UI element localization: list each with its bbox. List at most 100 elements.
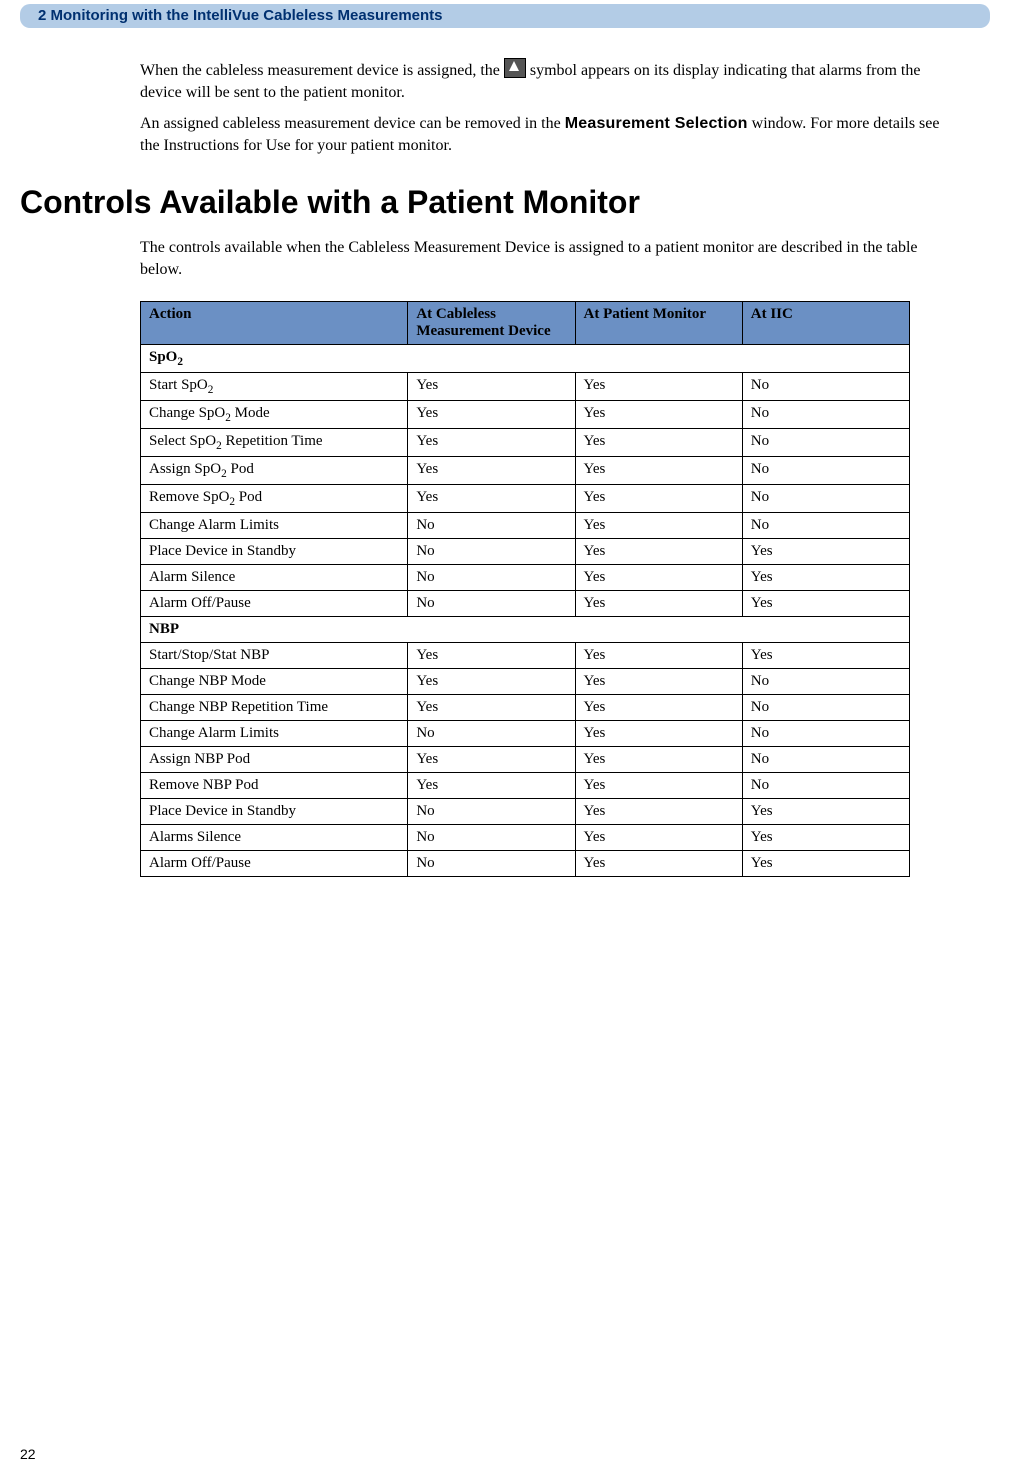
cell-monitor: Yes [575,456,742,484]
cell-iic: No [742,372,909,400]
cell-cableless: Yes [408,668,575,694]
cell-monitor: Yes [575,538,742,564]
chapter-title: 2 Monitoring with the IntelliVue Cablele… [38,7,443,24]
table-row: Start/Stop/Stat NBPYesYesYes [141,642,910,668]
table-row: Alarm SilenceNoYesYes [141,564,910,590]
cell-cableless: No [408,824,575,850]
cell-monitor: Yes [575,668,742,694]
col-iic-header: At IIC [742,301,909,344]
cell-monitor: Yes [575,720,742,746]
cell-cableless: Yes [408,484,575,512]
cell-monitor: Yes [575,798,742,824]
cell-action: Start/Stop/Stat NBP [141,642,408,668]
table-row: Change Alarm LimitsNoYesNo [141,512,910,538]
cell-action: Change NBP Repetition Time [141,694,408,720]
alarm-symbol-icon [504,58,526,78]
group-title-cell: SpO2 [141,344,910,372]
table-row: Assign NBP PodYesYesNo [141,746,910,772]
cell-monitor: Yes [575,564,742,590]
cell-iic: Yes [742,824,909,850]
group-title-cell: NBP [141,616,910,642]
cell-action: Change Alarm Limits [141,512,408,538]
cell-monitor: Yes [575,850,742,876]
table-row: Remove NBP PodYesYesNo [141,772,910,798]
cell-monitor: Yes [575,428,742,456]
cell-cableless: No [408,512,575,538]
table-body: SpO2Start SpO2YesYesNoChange SpO2 ModeYe… [141,344,910,876]
cell-action: Change SpO2 Mode [141,400,408,428]
cell-iic: No [742,400,909,428]
intro-p1a: When the cableless measurement device is… [140,62,504,79]
table-row: Remove SpO2 PodYesYesNo [141,484,910,512]
table-row: Alarm Off/PauseNoYesYes [141,590,910,616]
cell-iic: No [742,484,909,512]
cell-iic: Yes [742,538,909,564]
cell-iic: No [742,720,909,746]
table-row: Assign SpO2 PodYesYesNo [141,456,910,484]
cell-iic: Yes [742,564,909,590]
cell-action: Remove NBP Pod [141,772,408,798]
cell-cableless: Yes [408,456,575,484]
cell-monitor: Yes [575,642,742,668]
measurement-selection-label: Measurement Selection [565,115,748,132]
section-intro-text: The controls available when the Cableles… [140,237,960,280]
table-row: Change NBP ModeYesYesNo [141,668,910,694]
table-row: Alarm Off/PauseNoYesYes [141,850,910,876]
table-row: Change SpO2 ModeYesYesNo [141,400,910,428]
cell-iic: Yes [742,590,909,616]
cell-iic: No [742,668,909,694]
cell-iic: No [742,428,909,456]
cell-monitor: Yes [575,694,742,720]
cell-action: Assign NBP Pod [141,746,408,772]
table-group-row: SpO2 [141,344,910,372]
cell-cableless: No [408,564,575,590]
cell-iic: No [742,694,909,720]
controls-table: Action At Cableless Measurement Device A… [140,301,910,877]
cell-monitor: Yes [575,824,742,850]
table-header-row: Action At Cableless Measurement Device A… [141,301,910,344]
cell-monitor: Yes [575,590,742,616]
cell-cableless: No [408,720,575,746]
col-monitor-header: At Patient Monitor [575,301,742,344]
cell-action: Alarm Off/Pause [141,590,408,616]
cell-iic: Yes [742,850,909,876]
table-group-row: NBP [141,616,910,642]
table-row: Select SpO2 Repetition TimeYesYesNo [141,428,910,456]
table-row: Change NBP Repetition TimeYesYesNo [141,694,910,720]
intro-block: When the cableless measurement device is… [140,58,960,156]
cell-iic: Yes [742,798,909,824]
cell-action: Alarms Silence [141,824,408,850]
table-row: Start SpO2YesYesNo [141,372,910,400]
cell-cableless: Yes [408,428,575,456]
cell-action: Start SpO2 [141,372,408,400]
table-row: Change Alarm LimitsNoYesNo [141,720,910,746]
cell-action: Change Alarm Limits [141,720,408,746]
cell-cableless: No [408,798,575,824]
cell-monitor: Yes [575,372,742,400]
cell-action: Select SpO2 Repetition Time [141,428,408,456]
cell-iic: No [742,456,909,484]
intro-p2a: An assigned cableless measurement device… [140,115,565,132]
col-cableless-header: At Cableless Measurement Device [408,301,575,344]
cell-cableless: Yes [408,772,575,798]
cell-cableless: Yes [408,400,575,428]
table-row: Alarms SilenceNoYesYes [141,824,910,850]
page-header: 2 Monitoring with the IntelliVue Cablele… [20,4,990,28]
cell-cableless: Yes [408,746,575,772]
intro-paragraph-1: When the cableless measurement device is… [140,58,960,103]
cell-monitor: Yes [575,772,742,798]
cell-iic: Yes [742,642,909,668]
cell-iic: No [742,746,909,772]
cell-cableless: Yes [408,694,575,720]
cell-action: Alarm Off/Pause [141,850,408,876]
cell-iic: No [742,772,909,798]
cell-monitor: Yes [575,746,742,772]
cell-cableless: No [408,538,575,564]
cell-cableless: No [408,850,575,876]
cell-monitor: Yes [575,484,742,512]
cell-cableless: Yes [408,372,575,400]
intro-paragraph-2: An assigned cableless measurement device… [140,113,960,156]
section-intro-block: The controls available when the Cableles… [140,237,960,280]
cell-iic: No [742,512,909,538]
cell-cableless: No [408,590,575,616]
